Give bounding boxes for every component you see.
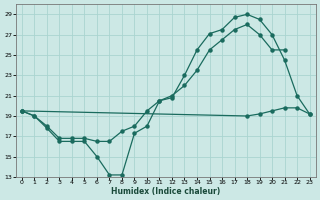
- X-axis label: Humidex (Indice chaleur): Humidex (Indice chaleur): [111, 187, 220, 196]
